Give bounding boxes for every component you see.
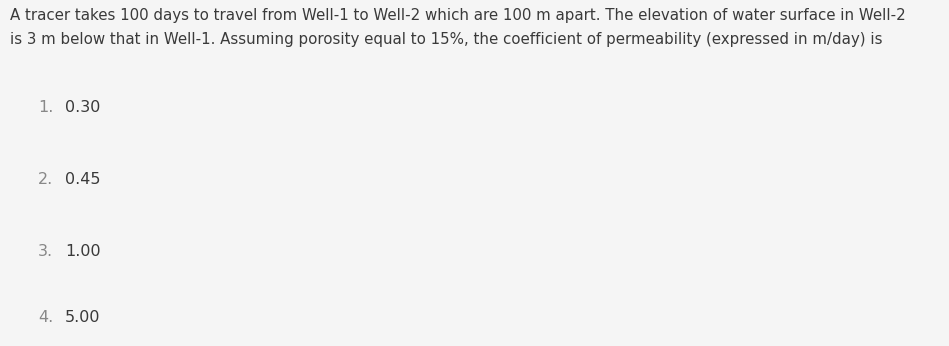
Text: is 3 m below that in Well-1. Assuming porosity equal to 15%, the coefficient of : is 3 m below that in Well-1. Assuming po…: [10, 32, 883, 47]
Text: 0.30: 0.30: [65, 100, 101, 115]
Text: 1.: 1.: [38, 100, 53, 115]
Text: 2.: 2.: [38, 172, 53, 187]
Text: 4.: 4.: [38, 310, 53, 325]
Text: 5.00: 5.00: [65, 310, 101, 325]
Text: A tracer takes 100 days to travel from Well-1 to Well-2 which are 100 m apart. T: A tracer takes 100 days to travel from W…: [10, 8, 905, 23]
Text: 0.45: 0.45: [65, 172, 101, 187]
Text: 1.00: 1.00: [65, 244, 101, 259]
Text: 3.: 3.: [38, 244, 53, 259]
